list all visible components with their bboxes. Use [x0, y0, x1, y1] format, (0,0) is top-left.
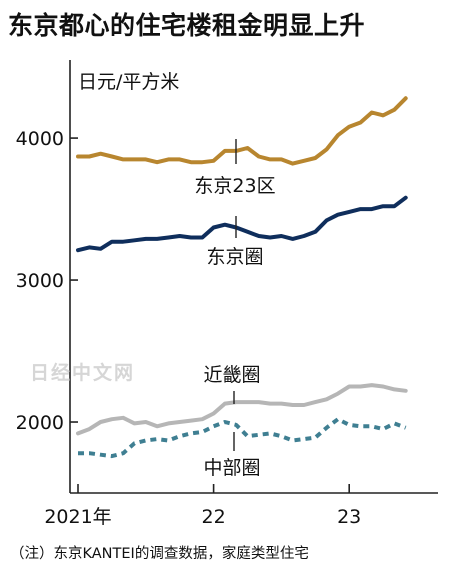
- series-label-3: 近畿圈: [203, 364, 260, 386]
- series-line-2: [76, 195, 408, 253]
- watermark-text: 日经中文网: [30, 362, 136, 384]
- x-tick-label: 23: [337, 506, 361, 528]
- y-tick-label: 3000: [16, 270, 64, 292]
- series-label-4: 中部圈: [203, 457, 260, 479]
- series-label-2: 东京圈: [206, 246, 263, 268]
- footnote: （注）东京KANTEI的调查数据，家庭类型住宅: [10, 546, 309, 562]
- series-line-4: [78, 417, 407, 459]
- x-tick-label: 22: [202, 506, 226, 528]
- y-axis-label: 日元/平方米: [78, 71, 179, 93]
- series-line-1: [76, 96, 408, 166]
- x-tick-label: 2021年: [44, 506, 111, 528]
- chart-title: 东京都心的住宅楼租金明显上升: [8, 11, 366, 40]
- y-tick-label: 2000: [16, 412, 64, 434]
- series-label-1: 东京23区: [194, 175, 275, 197]
- y-tick-label: 4000: [16, 128, 64, 150]
- series-line-3: [76, 383, 408, 436]
